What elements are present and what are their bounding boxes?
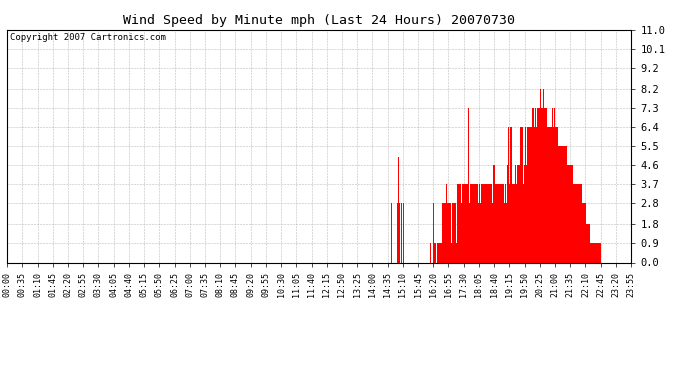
Title: Wind Speed by Minute mph (Last 24 Hours) 20070730: Wind Speed by Minute mph (Last 24 Hours)… (123, 15, 515, 27)
Text: Copyright 2007 Cartronics.com: Copyright 2007 Cartronics.com (10, 33, 166, 42)
